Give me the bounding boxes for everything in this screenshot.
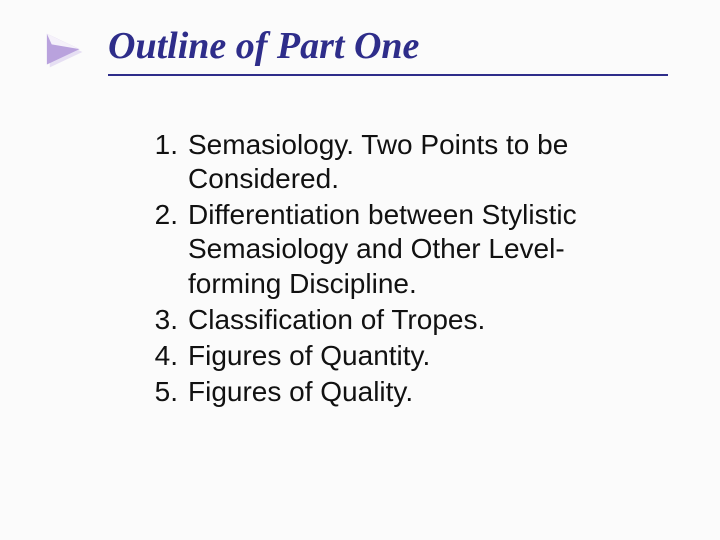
list-item: Classification of Tropes. (130, 303, 650, 337)
slide-title: Outline of Part One (108, 24, 419, 68)
title-bullet-icon (44, 28, 92, 76)
list-item: Semasiology. Two Points to be Considered… (130, 128, 650, 196)
outline-list-container: Semasiology. Two Points to be Considered… (130, 128, 650, 411)
list-item: Figures of Quantity. (130, 339, 650, 373)
outline-list: Semasiology. Two Points to be Considered… (130, 128, 650, 409)
list-item: Differentiation between Stylistic Semasi… (130, 198, 650, 300)
title-underline (108, 74, 668, 76)
list-item: Figures of Quality. (130, 375, 650, 409)
